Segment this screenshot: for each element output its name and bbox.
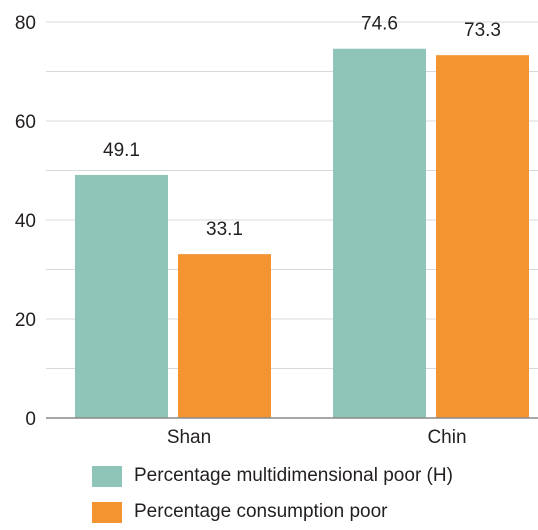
- legend-item-multidimensional: Percentage multidimensional poor (H): [92, 458, 453, 494]
- bar: [75, 174, 168, 418]
- legend-label-consumption: Percentage consumption poor: [134, 501, 388, 522]
- legend: Percentage multidimensional poor (H) Per…: [92, 458, 453, 530]
- legend-item-consumption: Percentage consumption poor: [92, 494, 453, 530]
- data-label: 74.6: [361, 14, 398, 35]
- bar: [436, 55, 529, 418]
- legend-swatch-consumption: [92, 501, 122, 523]
- bar: [333, 48, 426, 418]
- x-tick-label: Shan: [167, 427, 211, 448]
- y-tick-label: 0: [25, 409, 36, 430]
- x-axis-ticks: Shan Chin: [167, 427, 467, 448]
- data-label: 49.1: [103, 140, 140, 161]
- y-tick-label: 60: [15, 112, 36, 133]
- data-label: 73.3: [464, 20, 501, 41]
- legend-swatch-multidimensional: [92, 465, 122, 487]
- bar: [178, 254, 271, 418]
- legend-label-multidimensional: Percentage multidimensional poor (H): [134, 465, 453, 486]
- data-label: 33.1: [206, 219, 243, 240]
- y-tick-label: 20: [15, 310, 36, 331]
- y-axis-ticks: 0 20 40 60 80: [15, 13, 36, 430]
- bar-chart: 0 20 40 60 80 49.1 33.1 74.6 73.3 Shan Chin: [15, 13, 538, 448]
- y-tick-label: 80: [15, 13, 36, 34]
- x-tick-label: Chin: [427, 427, 466, 448]
- y-tick-label: 40: [15, 211, 36, 232]
- bars: [75, 48, 529, 418]
- data-labels: 49.1 33.1 74.6 73.3: [103, 14, 501, 240]
